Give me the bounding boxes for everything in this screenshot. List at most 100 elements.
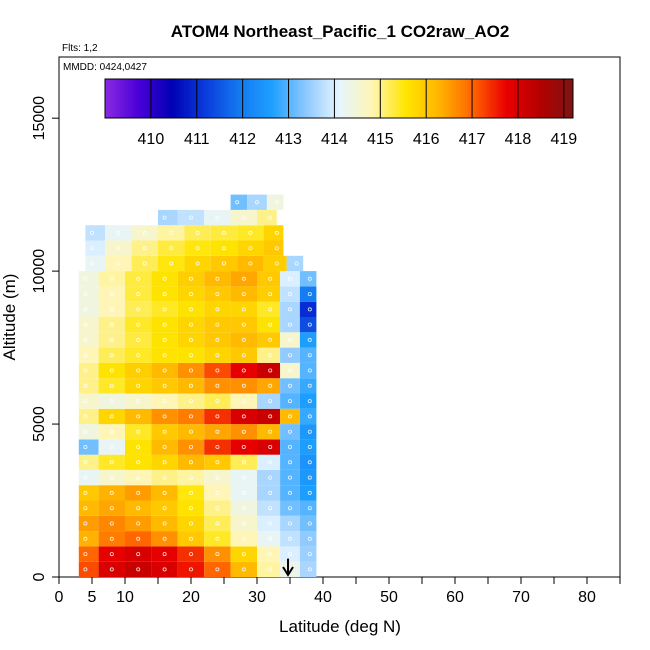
sample-point [188,353,193,358]
sample-point [241,383,246,388]
heatmap-cell [78,500,99,516]
heatmap-cell [230,378,257,394]
colorbar-slice [439,79,443,118]
sample-point [109,567,114,572]
heatmap-cell [125,439,152,455]
colorbar-slice [423,79,426,118]
sample-point [162,399,167,404]
colorbar-slice [467,79,471,118]
sample-point [241,353,246,358]
heatmap-cell [151,393,178,409]
y-tick-label: 5000 [31,406,48,442]
colorbar-slice [561,79,565,118]
colorbar-slice [207,79,211,118]
heatmap-cell [98,424,125,440]
colorbar-slice [222,79,225,118]
colorbar-slice [147,79,150,118]
colorbar-slice [547,79,550,118]
heatmap-cell [125,515,152,532]
heatmap-cell [125,469,152,486]
sample-point [235,200,240,205]
heatmap-cell [125,546,152,562]
sample-point [215,337,220,342]
sample-point [221,246,226,251]
sample-point [136,475,141,480]
heatmap-cell [98,515,125,532]
sample-point [215,276,220,281]
heatmap-cell [280,317,300,333]
colorbar-slice [521,79,525,118]
heatmap-cell [125,286,152,302]
sample-point [215,475,220,480]
colorbar-slice [364,79,368,118]
colorbar-slice [144,79,148,118]
heatmap-cell [125,362,152,379]
colorbar-slice [390,79,394,118]
sample-point [287,460,292,465]
colorbar-slice [565,79,569,118]
sample-point [268,475,273,480]
sample-point [188,490,193,495]
heatmap-cell [78,531,99,547]
colorbar-slice [357,79,361,118]
colorbar-slice [458,79,462,118]
sample-point [241,506,246,511]
heatmap-cell [204,362,231,379]
colorbar-tick-label: 411 [184,131,210,148]
sample-point [188,414,193,419]
colorbar-slice [500,79,504,118]
heatmap-cell [151,362,178,379]
colorbar-slice [303,79,307,118]
heatmap-cell [125,485,152,501]
sample-point [248,261,253,266]
colorbar-slice [418,79,422,118]
heatmap-cell [280,500,300,516]
colorbar-slice [570,79,574,118]
colorbar-slice [456,79,459,118]
sample-point [136,353,141,358]
heatmap-cell [125,332,152,348]
colorbar-slice [397,79,401,118]
heatmap-cell [151,454,178,470]
sample-point [188,276,193,281]
colorbar-slice [448,79,452,118]
colorbar-slice [472,79,476,118]
colorbar-slice [320,79,324,118]
sample-point [83,353,88,358]
colorbar-slice [402,79,405,118]
heatmap-cell [98,301,125,317]
heatmap-cell [78,469,99,486]
sample-point [215,322,220,327]
colorbar-slice [226,79,230,118]
sample-point [109,506,114,511]
sample-point [188,521,193,526]
y-axis: 0 5000 10000 15000 [31,96,59,581]
sample-point [116,261,121,266]
heatmap-cell [280,332,300,348]
colorbar-slice [427,79,431,118]
sample-point [162,429,167,434]
colorbar-slice [336,79,340,118]
sample-point [215,383,220,388]
heatmap-cell [98,378,125,394]
plot-frame [58,56,621,578]
colorbar-slice [544,79,548,118]
colorbar-slice [535,79,539,118]
heatmap-cell [280,362,300,379]
heatmap-cell [78,408,99,425]
colorbar-slice [278,79,281,118]
sample-point [268,399,273,404]
sample-point [307,567,312,572]
colorbar-slice [275,79,279,118]
sample-point [109,444,114,449]
colorbar-slice [301,79,305,118]
colorbar-slice [498,79,501,118]
colorbar-tick-label: 417 [459,131,486,148]
sample-point [287,292,292,297]
sample-point [215,552,220,557]
colorbar-slice [355,79,359,118]
sample-point [287,322,292,327]
colorbar-slice [243,79,246,118]
sample-point [241,552,246,557]
colorbar-slice [163,79,167,118]
